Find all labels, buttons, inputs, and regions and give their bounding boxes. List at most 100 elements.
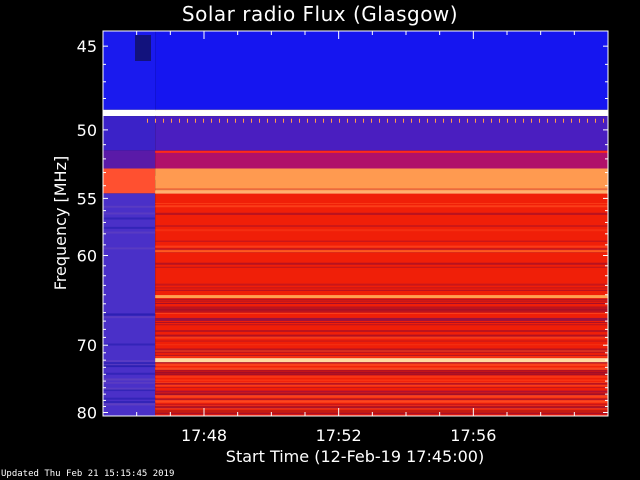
y-tick-label: 55 <box>77 189 97 208</box>
spike-mark <box>459 118 460 123</box>
streak-line <box>155 262 608 265</box>
streak-line <box>155 355 608 358</box>
pre-streak <box>103 226 156 229</box>
spike-mark <box>403 118 404 123</box>
spike-mark <box>227 118 228 123</box>
y-tick-label: 70 <box>77 336 97 355</box>
emission-line <box>155 295 608 299</box>
spike-mark <box>523 118 524 123</box>
updated-timestamp: Updated Thu Feb 21 15:15:45 2019 <box>1 469 175 479</box>
band-pre-4 <box>103 168 156 194</box>
band-pre-2 <box>103 116 156 151</box>
streak-line <box>155 229 608 232</box>
spike-mark <box>291 118 292 123</box>
streak-line <box>155 188 608 190</box>
spike-mark <box>491 118 492 123</box>
spike-mark <box>595 118 596 123</box>
emission-line <box>155 175 608 180</box>
streak-line <box>155 379 608 381</box>
streak-line <box>155 376 608 378</box>
streak-line <box>155 336 608 339</box>
streak-line <box>155 212 608 215</box>
streak-line <box>155 350 608 352</box>
spike-mark <box>187 118 188 123</box>
x-tick-label: 17:56 <box>450 426 496 445</box>
pre-streak <box>103 381 156 384</box>
streak-line <box>155 245 608 248</box>
streak-line <box>155 412 608 415</box>
streak-line <box>155 371 608 373</box>
spike-mark <box>307 118 308 123</box>
pre-streak <box>103 378 156 381</box>
streak-line <box>155 352 608 354</box>
streak-line <box>155 301 608 303</box>
spike-mark <box>243 118 244 123</box>
streak-line <box>155 375 608 377</box>
streak-line <box>155 374 608 376</box>
plot-frame <box>102 30 609 417</box>
spike-mark <box>475 118 476 123</box>
streak-line <box>155 225 608 227</box>
spike-mark <box>299 118 300 123</box>
streak-line <box>155 399 608 402</box>
emission-line <box>155 250 608 253</box>
streak-line <box>155 344 608 346</box>
streak-line <box>155 362 608 365</box>
spike-mark <box>507 118 508 123</box>
streak-line <box>155 321 608 323</box>
spike-mark <box>331 118 332 123</box>
band-post-5 <box>155 193 608 416</box>
streak-line <box>155 354 608 356</box>
plot-area <box>103 31 608 416</box>
streak-line <box>155 384 608 387</box>
pre-streak <box>103 397 156 400</box>
spike-mark <box>203 118 204 123</box>
streak-line <box>155 340 608 342</box>
x-axis-label: Start Time (12-Feb-19 17:45:00) <box>226 447 484 466</box>
streak-line <box>155 302 608 304</box>
spike-mark <box>163 118 164 123</box>
streak-line <box>155 373 608 375</box>
spike-mark <box>355 118 356 123</box>
streak-line <box>155 287 608 289</box>
spike-mark <box>571 118 572 123</box>
emission-line <box>103 110 608 116</box>
spike-mark <box>435 118 436 123</box>
streak-line <box>155 363 608 366</box>
streak-line <box>155 205 608 208</box>
pre-streak <box>103 372 156 375</box>
spike-mark <box>411 118 412 123</box>
spike-mark <box>451 118 452 123</box>
spike-mark <box>179 118 180 123</box>
y-axis: 45 50 55 60 70 80 <box>77 37 608 422</box>
spike-mark <box>219 118 220 123</box>
spike-mark <box>155 118 156 123</box>
spike-mark <box>419 118 420 123</box>
spike-mark <box>443 118 444 123</box>
streak-line <box>155 398 608 401</box>
spike-mark <box>499 118 500 123</box>
spike-mark <box>195 118 196 123</box>
streak-line <box>155 310 608 313</box>
emission-line <box>155 190 608 194</box>
streak-line <box>155 289 608 291</box>
streak-line <box>155 406 608 409</box>
spike-mark <box>379 118 380 123</box>
spike-mark <box>147 118 148 123</box>
spike-mark <box>539 118 540 123</box>
chart-title: Solar radio Flux (Glasgow) <box>181 2 459 26</box>
x-axis: 17:48 17:52 17:56 <box>102 31 609 445</box>
emission-line <box>155 409 608 413</box>
band-post-2 <box>155 116 608 151</box>
spike-mark <box>347 118 348 123</box>
streak-line <box>155 381 608 383</box>
spike-mark <box>211 118 212 123</box>
streak-line <box>155 283 608 286</box>
streak-line <box>155 366 608 368</box>
pre-streak <box>103 387 156 390</box>
streak-line <box>155 188 608 190</box>
band-post-3 <box>155 150 608 169</box>
streak-line <box>155 383 608 385</box>
pre-streak <box>103 360 156 363</box>
spike-mark <box>251 118 252 123</box>
